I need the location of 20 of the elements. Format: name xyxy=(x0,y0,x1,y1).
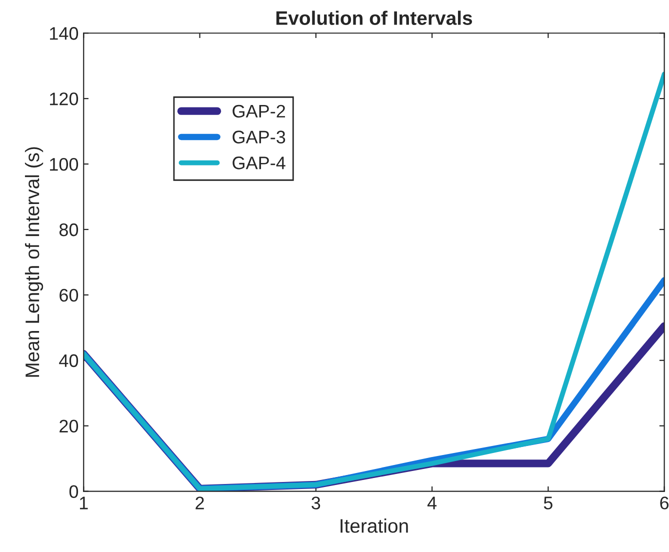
y-tick-label: 60 xyxy=(60,288,78,302)
x-tick-label: 4 xyxy=(427,496,437,510)
x-tick-label: 1 xyxy=(80,496,88,510)
x-axis-title: Iteration xyxy=(340,518,408,533)
y-tick-label: 20 xyxy=(60,420,78,433)
legend-label: GAP-4 xyxy=(232,156,286,170)
legend-label: GAP-2 xyxy=(232,104,286,118)
chart-title: Evolution of Intervals xyxy=(276,10,472,25)
x-tick-label: 6 xyxy=(660,496,669,510)
y-tick-label: 80 xyxy=(59,223,78,236)
y-tick-label: 0 xyxy=(69,485,78,498)
x-tick-label: 2 xyxy=(196,496,204,510)
x-tick-label: 5 xyxy=(544,496,552,510)
y-axis-title: Mean Length of Interval (s) xyxy=(24,147,44,377)
y-tick-label: 40 xyxy=(59,354,78,368)
x-tick-label: 3 xyxy=(312,496,320,510)
y-tick-label: 120 xyxy=(50,92,78,106)
legend-label: GAP-3 xyxy=(232,130,286,144)
y-tick-label: 140 xyxy=(50,27,78,40)
y-tick-label: 100 xyxy=(50,158,78,171)
